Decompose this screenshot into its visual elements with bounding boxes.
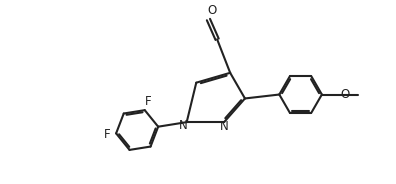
Text: F: F <box>104 128 111 141</box>
Text: O: O <box>341 88 350 101</box>
Text: F: F <box>145 95 151 109</box>
Text: O: O <box>207 4 216 17</box>
Text: N: N <box>220 120 229 133</box>
Text: N: N <box>179 119 187 132</box>
